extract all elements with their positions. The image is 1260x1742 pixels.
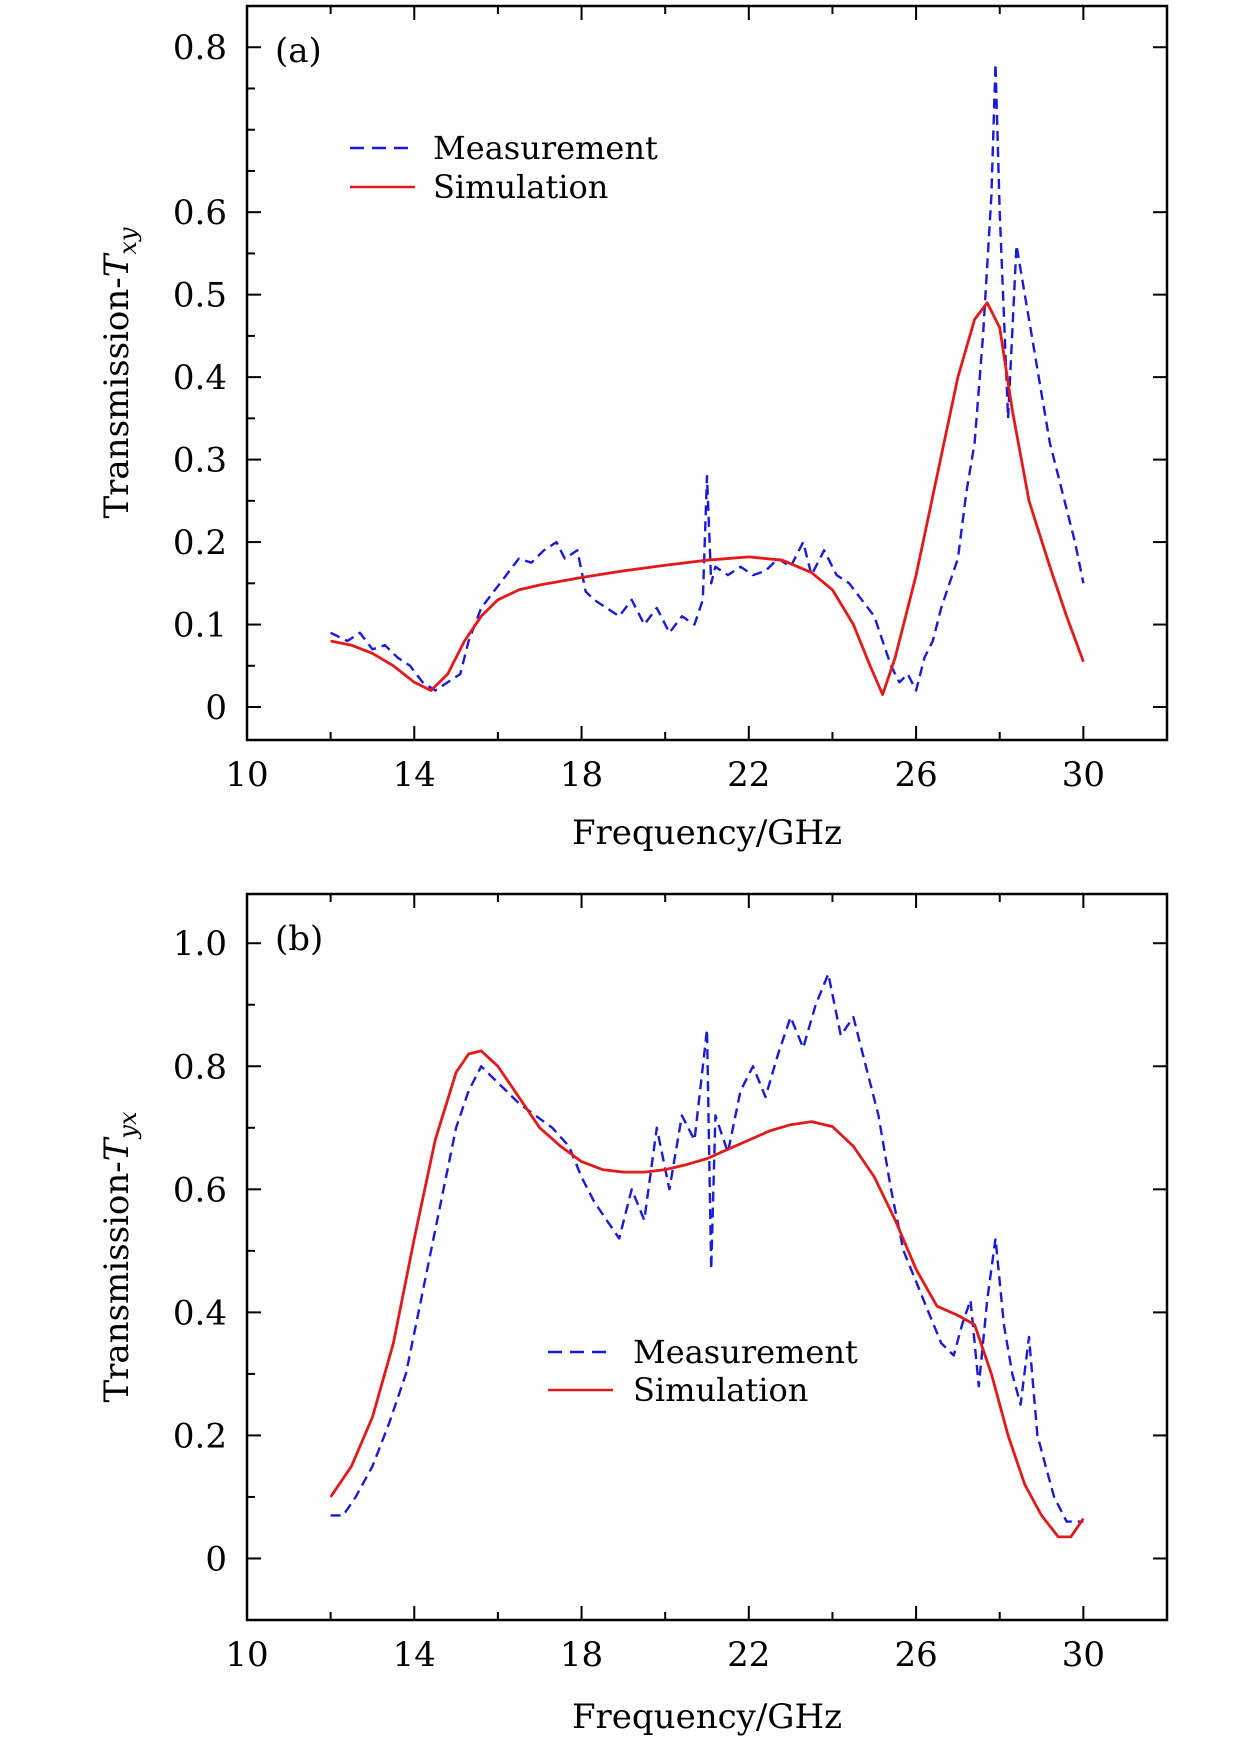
y-axis-title-symbol: T xyxy=(97,1136,137,1161)
x-ticks: 10 14 18 22 26 30 xyxy=(225,6,1168,795)
x-tick-label: 30 xyxy=(1062,1635,1105,1675)
y-axis-title: Transmission-Tyx xyxy=(97,1111,142,1403)
y-axis-title-prefix: Transmission- xyxy=(97,1161,137,1402)
y-tick-label: 0 xyxy=(205,688,227,728)
y-tick-label: 0.3 xyxy=(173,441,227,481)
y-tick-label: 0.6 xyxy=(173,193,227,233)
x-axis-title: Frequency/GHz xyxy=(572,1697,842,1737)
y-tick-label: 0.2 xyxy=(173,1416,227,1456)
chart-panel-b: 10 14 18 22 26 30 0 0.2 0.4 0.6 0.8 1.0 (b) Measur… xyxy=(97,892,1169,1737)
x-tick-label: 26 xyxy=(894,1635,937,1675)
x-tick-label: 10 xyxy=(225,1635,268,1675)
legend: Measurement Simulation xyxy=(548,1333,858,1409)
series-simulation-line xyxy=(330,301,1085,696)
x-ticks: 10 14 18 22 26 30 xyxy=(225,894,1168,1675)
x-tick-label: 14 xyxy=(393,1635,436,1675)
y-tick-label: 0 xyxy=(205,1539,227,1579)
panel-label: (a) xyxy=(275,31,322,71)
legend: Measurement Simulation xyxy=(350,129,658,206)
x-tick-label: 26 xyxy=(894,755,937,795)
y-tick-label: 0.5 xyxy=(173,276,227,316)
y-tick-label: 0.1 xyxy=(173,606,227,646)
x-tick-label: 22 xyxy=(727,755,770,795)
legend-measurement-label: Measurement xyxy=(633,1333,858,1371)
y-tick-label: 0.8 xyxy=(173,28,227,68)
legend-measurement-label: Measurement xyxy=(433,129,658,167)
y-tick-label: 0.2 xyxy=(173,523,227,563)
series-simulation-line xyxy=(329,1049,1085,1539)
x-tick-label: 30 xyxy=(1062,755,1105,795)
y-tick-label: 0.8 xyxy=(173,1047,227,1087)
series-measurement-line xyxy=(330,972,1084,1523)
y-axis-title-symbol: T xyxy=(97,252,137,277)
y-ticks: 0 0.1 0.2 0.3 0.4 0.5 0.6 0.8 xyxy=(173,28,1167,728)
panel-label: (b) xyxy=(275,919,323,959)
series-group xyxy=(329,972,1085,1539)
y-tick-label: 0.6 xyxy=(173,1170,227,1210)
plot-frame xyxy=(245,4,1169,742)
plot-frame xyxy=(245,892,1169,1622)
y-tick-label: 0.4 xyxy=(173,1293,227,1333)
y-axis-title-subscript: xy xyxy=(114,227,142,255)
x-tick-label: 18 xyxy=(560,1635,603,1675)
y-tick-label: 0.4 xyxy=(173,358,227,398)
y-axis-title-prefix: Transmission- xyxy=(97,277,137,518)
legend-simulation-label: Simulation xyxy=(633,1371,808,1409)
x-tick-label: 18 xyxy=(560,755,603,795)
x-axis-title: Frequency/GHz xyxy=(572,813,842,853)
y-ticks: 0 0.2 0.4 0.6 0.8 1.0 xyxy=(173,924,1167,1621)
chart-panel-a: 10 14 18 22 26 30 00.10.20.30.40.50.60.8 (a) … xyxy=(97,4,1169,853)
y-axis-title: Transmission-Txy xyxy=(97,227,142,519)
y-tick-label: 1.0 xyxy=(173,924,227,964)
x-tick-label: 10 xyxy=(225,755,268,795)
x-tick-label: 14 xyxy=(393,755,436,795)
legend-simulation-label: Simulation xyxy=(433,168,608,206)
series-measurement-line xyxy=(330,62,1085,692)
x-tick-label: 22 xyxy=(727,1635,770,1675)
series-group xyxy=(330,62,1085,696)
y-axis-title-subscript: yx xyxy=(114,1111,142,1140)
